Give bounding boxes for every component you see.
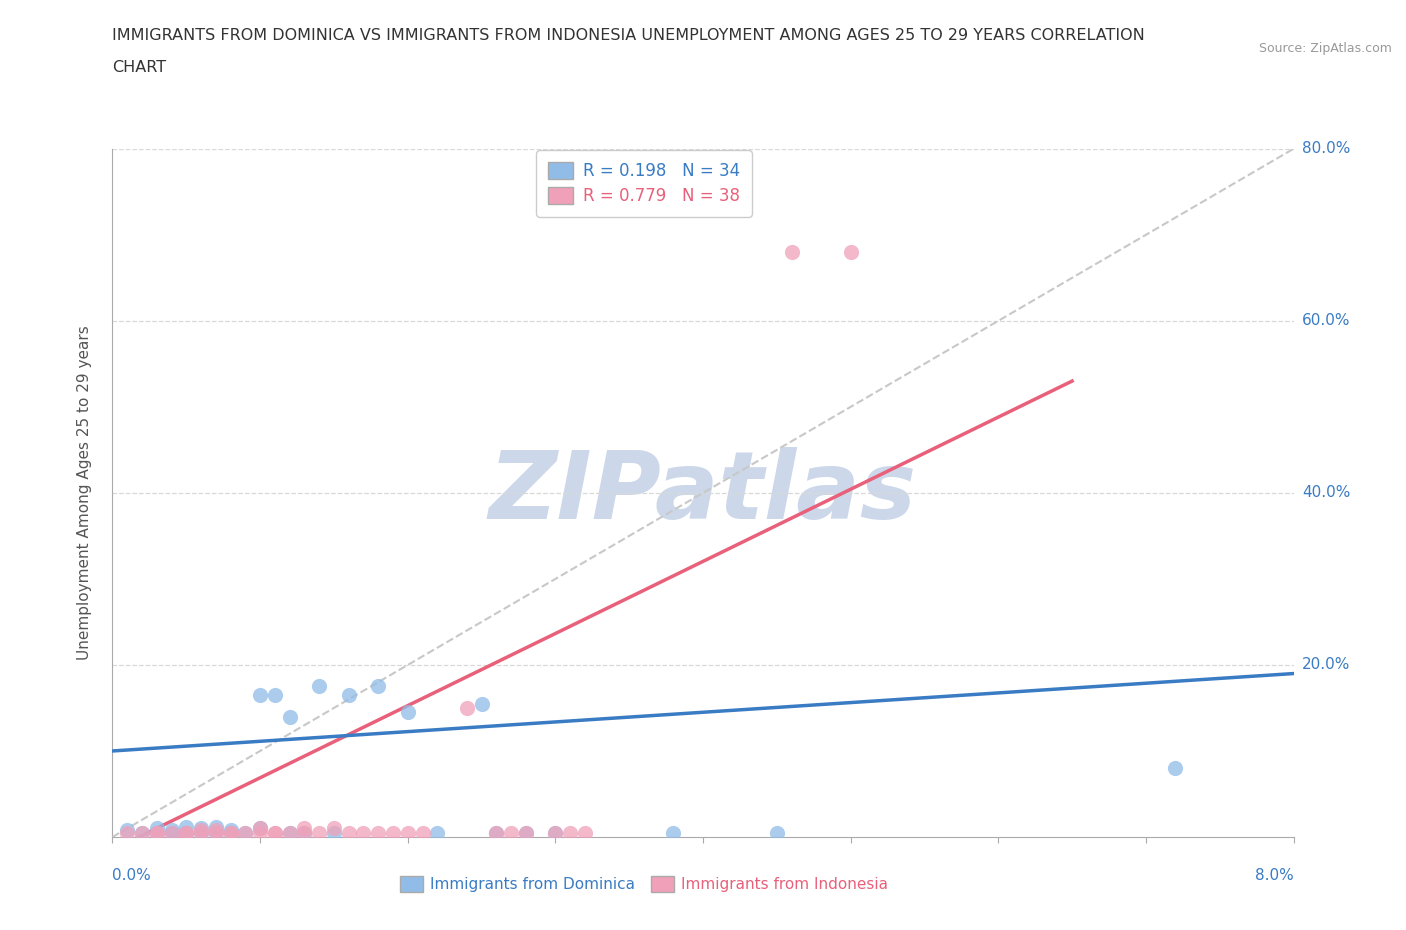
Point [367, 679, 389, 694]
Point [780, 245, 803, 259]
Point [205, 823, 228, 838]
Point [205, 819, 228, 834]
Point [190, 821, 212, 836]
Text: 40.0%: 40.0% [1302, 485, 1350, 500]
Point [190, 825, 212, 840]
Text: Source: ZipAtlas.com: Source: ZipAtlas.com [1258, 42, 1392, 55]
Point [367, 825, 389, 840]
Point [160, 825, 183, 840]
Point [292, 825, 315, 840]
Text: 80.0%: 80.0% [1302, 141, 1350, 156]
Point [233, 825, 256, 840]
Point [219, 825, 242, 840]
Point [1164, 761, 1187, 776]
Point [146, 821, 169, 836]
Point [160, 823, 183, 838]
Point [174, 819, 197, 834]
Text: IMMIGRANTS FROM DOMINICA VS IMMIGRANTS FROM INDONESIA UNEMPLOYMENT AMONG AGES 25: IMMIGRANTS FROM DOMINICA VS IMMIGRANTS F… [112, 28, 1146, 43]
Point [426, 825, 449, 840]
Point [205, 825, 228, 840]
Point [337, 825, 360, 840]
Point [485, 825, 508, 840]
Point [219, 825, 242, 840]
Point [190, 825, 212, 840]
Point [323, 825, 346, 840]
Point [146, 825, 169, 840]
Point [117, 823, 138, 838]
Point [249, 821, 271, 836]
Point [308, 825, 330, 840]
Point [278, 825, 301, 840]
Point [396, 705, 419, 720]
Point [839, 245, 862, 259]
Point [308, 679, 330, 694]
Point [382, 825, 405, 840]
Point [174, 825, 197, 840]
Point [219, 823, 242, 838]
Point [160, 825, 183, 840]
Point [264, 825, 287, 840]
Point [544, 825, 567, 840]
Point [264, 825, 287, 840]
Point [233, 825, 256, 840]
Point [249, 825, 271, 840]
Point [765, 825, 787, 840]
Point [249, 687, 271, 702]
Point [174, 825, 197, 840]
Point [292, 821, 315, 836]
Point [471, 697, 494, 711]
Point [501, 825, 523, 840]
Point [278, 709, 301, 724]
Point [396, 825, 419, 840]
Point [190, 823, 212, 838]
Point [544, 825, 567, 840]
Point [352, 825, 374, 840]
Point [323, 821, 346, 836]
Point [574, 825, 596, 840]
Point [515, 825, 537, 840]
Text: ZIPatlas: ZIPatlas [489, 447, 917, 538]
Point [219, 825, 242, 840]
Point [456, 700, 478, 715]
Point [131, 825, 153, 840]
Point [337, 687, 360, 702]
Point [485, 825, 508, 840]
Point [117, 825, 138, 840]
Text: 20.0%: 20.0% [1302, 658, 1350, 672]
Point [292, 825, 315, 840]
Point [146, 825, 169, 840]
Point [174, 825, 197, 840]
Point [412, 825, 434, 840]
Text: 60.0%: 60.0% [1302, 313, 1350, 328]
Point [515, 825, 537, 840]
Point [560, 825, 582, 840]
Point [205, 825, 228, 840]
Text: 0.0%: 0.0% [112, 868, 152, 883]
Point [264, 687, 287, 702]
Legend: Immigrants from Dominica, Immigrants from Indonesia: Immigrants from Dominica, Immigrants fro… [394, 870, 894, 898]
Point [278, 825, 301, 840]
Point [131, 825, 153, 840]
Y-axis label: Unemployment Among Ages 25 to 29 years: Unemployment Among Ages 25 to 29 years [77, 326, 91, 660]
Point [146, 825, 169, 840]
Point [662, 825, 685, 840]
Point [249, 821, 271, 836]
Text: 8.0%: 8.0% [1254, 868, 1294, 883]
Text: CHART: CHART [112, 60, 166, 75]
